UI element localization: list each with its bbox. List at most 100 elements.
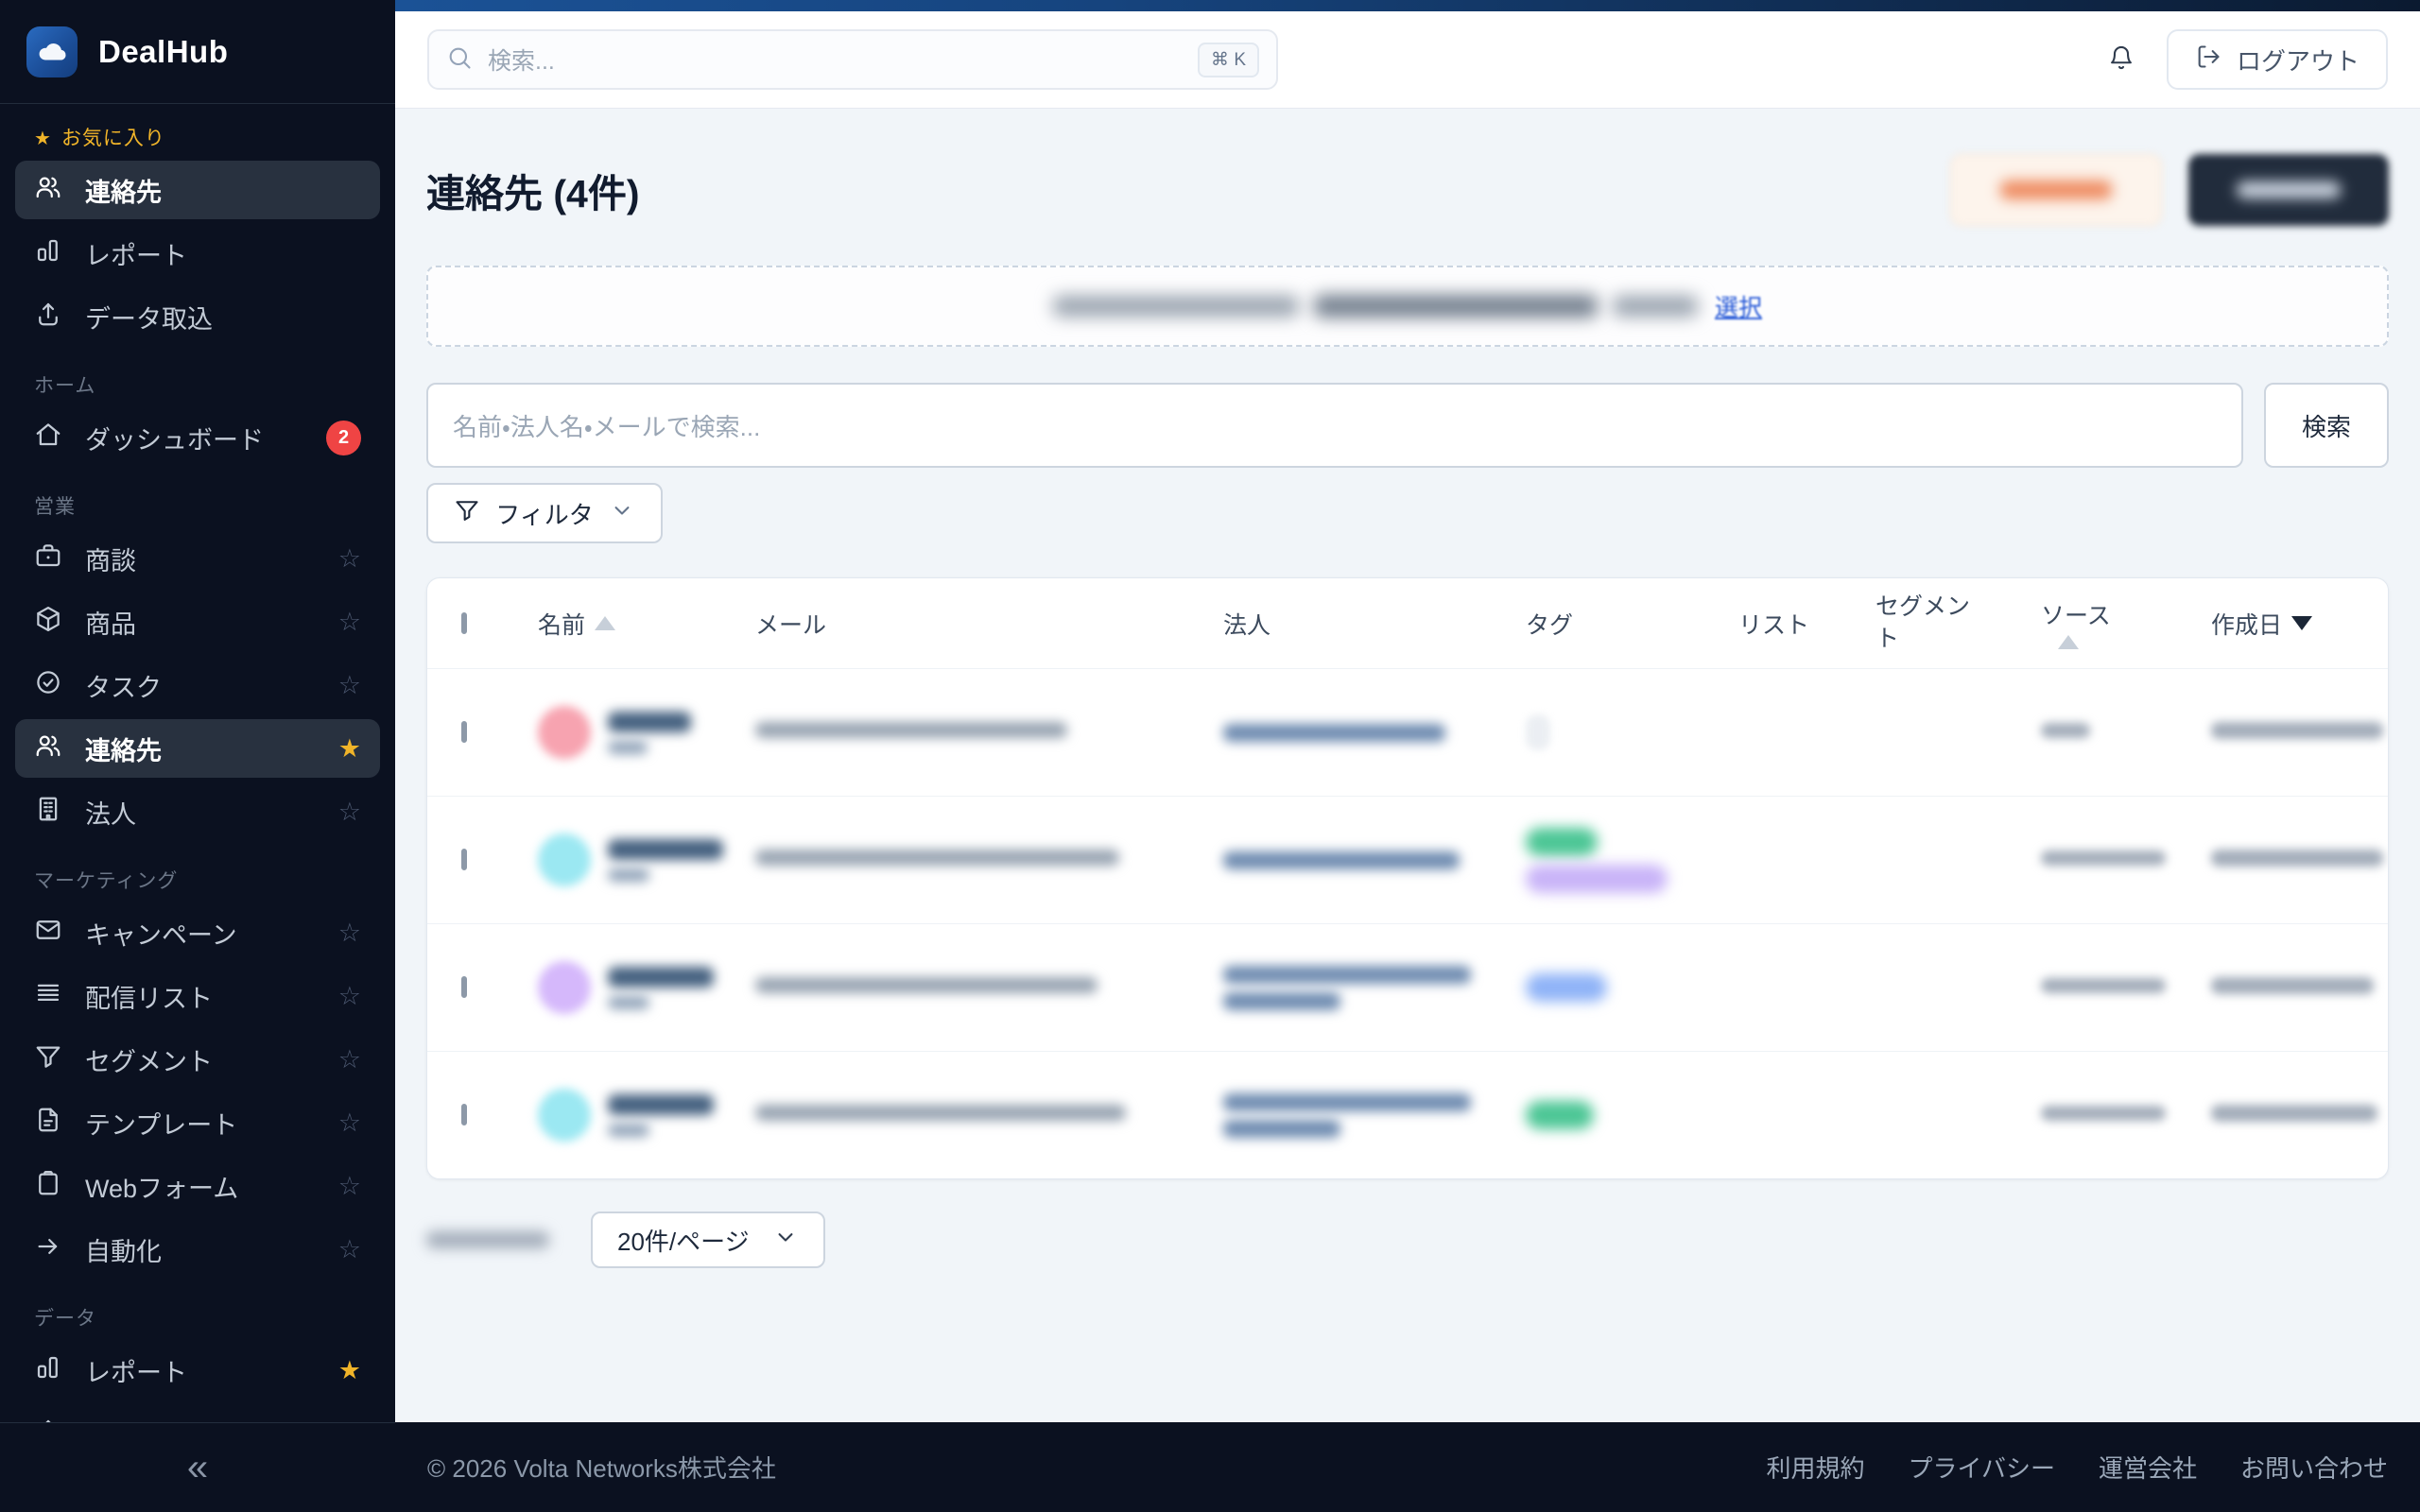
sidebar-item-連絡先[interactable]: 連絡先 — [15, 161, 380, 219]
app-name: DealHub — [98, 33, 229, 69]
sidebar-item-データ取込[interactable]: データ取込 — [15, 1404, 380, 1422]
search-submit-button[interactable]: 検索 — [2264, 383, 2389, 468]
footer-link[interactable]: 運営会社 — [2098, 1454, 2197, 1483]
avatar — [538, 833, 591, 886]
bell-icon[interactable] — [2108, 44, 2135, 76]
corp-link-cell[interactable] — [1223, 850, 1526, 869]
contacts-table-card: 名前 メール 法人 タグ リスト セグメント ソース 作成日 — [426, 577, 2389, 1179]
favorite-star-icon[interactable]: ☆ — [337, 1234, 361, 1263]
filter-dropdown-button[interactable]: フィルタ — [426, 483, 663, 543]
page-size-select[interactable]: 20件/ページ — [591, 1211, 825, 1268]
column-header-segment[interactable]: セグメント — [1876, 593, 1971, 652]
header-actions — [1950, 154, 2389, 226]
import-icon — [34, 1417, 62, 1422]
column-header-corp[interactable]: 法人 — [1223, 611, 1271, 639]
title-row: 連絡先 (4件) — [426, 154, 2389, 226]
row-checkbox[interactable] — [461, 1104, 467, 1125]
sidebar-item-商談[interactable]: 商談 ☆ — [15, 529, 380, 588]
column-header-tags[interactable]: タグ — [1526, 611, 1574, 639]
webform-icon — [34, 1169, 62, 1204]
table-row[interactable] — [427, 1051, 2388, 1178]
funnel-icon — [454, 497, 480, 530]
tags-cell — [1526, 714, 1738, 750]
column-header-name[interactable]: 名前 — [538, 607, 755, 641]
import-icon — [34, 300, 62, 335]
sidebar-item-タスク[interactable]: タスク ☆ — [15, 656, 380, 714]
favorite-star-icon[interactable]: ★ — [337, 1355, 361, 1384]
sidebar-item-商品[interactable]: 商品 ☆ — [15, 593, 380, 651]
sidebar-item-ダッシュボード[interactable]: ダッシュボード 2 — [15, 408, 380, 467]
cloud-logo-icon — [26, 26, 78, 77]
favorite-star-icon[interactable]: ★ — [337, 733, 361, 763]
contact-search-placeholder: 名前・法人名・メールで検索... — [453, 412, 761, 441]
footer-link[interactable]: 利用規約 — [1766, 1454, 1865, 1483]
table-row[interactable] — [427, 923, 2388, 1051]
filter-label: フィルタ — [495, 500, 594, 529]
tags-cell — [1526, 827, 1738, 893]
sidebar-section-label: マーケティング — [34, 870, 179, 892]
table-row[interactable] — [427, 796, 2388, 923]
sidebar-item-レポート[interactable]: レポート ★ — [15, 1341, 380, 1400]
briefcase-icon — [34, 541, 62, 576]
sidebar-item-法人[interactable]: 法人 ☆ — [15, 782, 380, 841]
row-checkbox[interactable] — [461, 849, 467, 870]
redacted-primary-button[interactable] — [2188, 154, 2389, 226]
favorite-star-icon[interactable]: ☆ — [337, 981, 361, 1010]
sort-asc-icon — [595, 616, 616, 630]
report-icon — [34, 236, 62, 271]
column-header-created[interactable]: 作成日 — [2211, 607, 2372, 641]
favorite-star-icon[interactable]: ☆ — [337, 543, 361, 573]
favorite-star-icon[interactable]: ☆ — [337, 1108, 361, 1137]
sidebar-item-キャンペーン[interactable]: キャンペーン ☆ — [15, 903, 380, 962]
sort-asc-icon — [2058, 635, 2079, 649]
logout-label: ログアウト — [2236, 46, 2360, 76]
sidebar-item-Webフォーム[interactable]: Webフォーム ☆ — [15, 1157, 380, 1215]
footer-link[interactable]: お問い合わせ — [2239, 1454, 2388, 1483]
building-icon — [34, 795, 62, 830]
column-header-source[interactable]: ソース — [2041, 597, 2211, 649]
favorite-star-icon[interactable]: ☆ — [337, 1044, 361, 1074]
page-title: 連絡先 (4件) — [426, 172, 640, 215]
favorite-star-icon[interactable]: ☆ — [337, 670, 361, 699]
logout-button[interactable]: ログアウト — [2166, 29, 2388, 90]
product-icon — [34, 605, 62, 640]
redacted-secondary-button[interactable] — [1950, 154, 2162, 226]
row-checkbox[interactable] — [461, 976, 467, 998]
automation-icon — [34, 1232, 62, 1267]
sidebar-item-テンプレート[interactable]: テンプレート ☆ — [15, 1093, 380, 1152]
contact-search-input[interactable]: 名前・法人名・メールで検索... — [426, 383, 2243, 468]
sidebar-item-配信リスト[interactable]: 配信リスト ☆ — [15, 967, 380, 1025]
copyright-text: © 2026 Volta Networks株式会社 — [427, 1454, 776, 1483]
select-file-link[interactable]: 選択 — [1714, 295, 1762, 321]
favorite-star-icon[interactable]: ☆ — [337, 918, 361, 947]
top-accent-strip — [395, 0, 2420, 11]
shortcut-badge: ⌘ K — [1198, 42, 1259, 77]
table-row[interactable] — [427, 668, 2388, 796]
favorite-star-icon[interactable]: ☆ — [337, 607, 361, 636]
content-column: 検索... ⌘ K ログアウト 連絡先 (4件) — [395, 0, 2420, 1512]
global-search-placeholder: 検索... — [488, 48, 555, 75]
task-icon — [34, 668, 62, 703]
select-all-checkbox[interactable] — [461, 611, 467, 634]
sidebar: DealHub ★ お気に入り 連絡先 レポート データ取込 ホーム ダッシュボード 2 営業商… — [0, 0, 395, 1512]
favorite-star-icon[interactable]: ☆ — [337, 797, 361, 826]
sidebar-item-連絡先[interactable]: 連絡先 ★ — [15, 719, 380, 778]
collapse-sidebar-button[interactable]: « — [186, 1447, 209, 1488]
home-icon — [34, 421, 62, 455]
footer: © 2026 Volta Networks株式会社 利用規約 プライバシー 運営会社… — [395, 1422, 2420, 1512]
footer-links: 利用規約 プライバシー 運営会社 お問い合わせ — [1766, 1450, 2388, 1485]
corp-link-cell[interactable] — [1223, 1092, 1526, 1138]
sidebar-item-セグメント[interactable]: セグメント ☆ — [15, 1030, 380, 1089]
logout-icon — [2195, 43, 2221, 77]
sidebar-item-データ取込[interactable]: データ取込 — [15, 287, 380, 346]
column-header-list[interactable]: リスト — [1738, 611, 1810, 639]
global-search-input[interactable]: 検索... ⌘ K — [427, 29, 1278, 90]
sidebar-item-自動化[interactable]: 自動化 ☆ — [15, 1220, 380, 1279]
corp-link-cell[interactable] — [1223, 965, 1526, 1010]
footer-link[interactable]: プライバシー — [1908, 1454, 2055, 1483]
favorite-star-icon[interactable]: ☆ — [337, 1171, 361, 1200]
corp-link-cell[interactable] — [1223, 723, 1526, 742]
sidebar-item-レポート[interactable]: レポート — [15, 224, 380, 283]
row-checkbox[interactable] — [461, 721, 467, 743]
column-header-email[interactable]: メール — [755, 611, 827, 639]
